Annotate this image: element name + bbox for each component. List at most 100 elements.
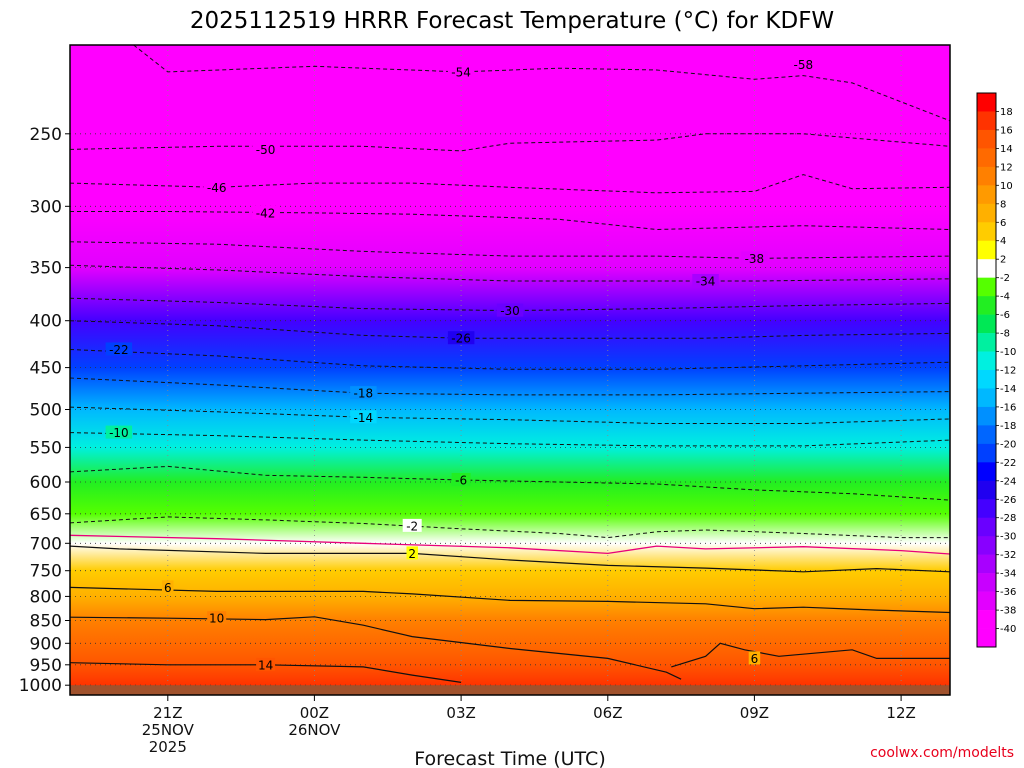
colorbar-label: -10 bbox=[1000, 347, 1016, 358]
colorbar-swatch bbox=[977, 351, 996, 371]
temperature-field bbox=[70, 45, 950, 695]
contour-label: 2 bbox=[408, 547, 416, 561]
colorbar: 18 16 14 12 10 8 6 4 2 -2 -4 -6 -8 -10 -12 -14 -16 -18 -20… bbox=[976, 92, 1016, 648]
contour-label: -30 bbox=[500, 304, 520, 318]
colorbar-swatch bbox=[977, 166, 996, 186]
colorbar-label: -40 bbox=[1000, 624, 1016, 635]
colorbar-swatch bbox=[977, 388, 996, 408]
colorbar-label: -20 bbox=[1000, 439, 1016, 450]
x-tick-label: 03Z bbox=[446, 704, 475, 722]
contour-label-bg bbox=[350, 410, 377, 424]
contour-label: -34 bbox=[696, 275, 716, 289]
credit-text: coolwx.com/modelts bbox=[870, 745, 1014, 761]
x-tick-label: 26NOV bbox=[288, 721, 341, 739]
colorbar-swatch bbox=[977, 517, 996, 537]
contour-label: -10 bbox=[109, 426, 129, 440]
contour-label-bg bbox=[105, 342, 133, 356]
colorbar-label: 2 bbox=[1000, 255, 1006, 266]
contour-line bbox=[70, 174, 950, 194]
colorbar-swatch bbox=[977, 129, 996, 149]
contour-line bbox=[70, 534, 950, 555]
y-tick-label: 700 bbox=[30, 534, 62, 554]
contour-line bbox=[70, 320, 950, 339]
contour-label-bg bbox=[447, 331, 475, 345]
colorbar-label: -16 bbox=[1000, 402, 1016, 413]
colorbar-swatch bbox=[977, 314, 996, 334]
colorbar-swatch bbox=[977, 591, 996, 611]
y-tick-label: 650 bbox=[30, 505, 62, 525]
contour-label-bg bbox=[447, 64, 475, 78]
colorbar-swatch bbox=[977, 573, 996, 592]
contour-label: 10 bbox=[209, 612, 224, 626]
colorbar-swatch bbox=[977, 462, 996, 482]
colorbar-swatch bbox=[977, 554, 996, 574]
y-tick-label: 250 bbox=[30, 125, 62, 145]
contour-label: -38 bbox=[745, 252, 765, 266]
colorbar-swatch bbox=[977, 536, 996, 555]
contour-label: -26 bbox=[451, 332, 471, 346]
contour-lines: -58-54-50-46-42-38-34-30-26-22-18-14-10-… bbox=[70, 45, 950, 683]
colorbar-label: -24 bbox=[1000, 476, 1016, 487]
contour-line bbox=[70, 586, 950, 614]
contour-label-bg bbox=[203, 180, 230, 194]
colorbar-label: -4 bbox=[1000, 292, 1010, 303]
colorbar-swatch bbox=[977, 333, 996, 352]
x-tick-label: 21Z bbox=[153, 704, 182, 722]
contour-label-bg bbox=[252, 205, 279, 219]
colorbar-label: -36 bbox=[1000, 587, 1016, 598]
colorbar-swatch bbox=[977, 259, 996, 278]
x-tick-label: 09Z bbox=[740, 704, 769, 722]
contour-label-bg bbox=[350, 386, 377, 400]
contour-label: -54 bbox=[451, 65, 471, 79]
y-axis: 2503003504004505005506006507007508008509… bbox=[19, 125, 70, 696]
contour-line bbox=[671, 642, 950, 668]
colorbar-swatch bbox=[977, 425, 996, 445]
colorbar-swatch bbox=[977, 480, 996, 500]
colorbar-label: -6 bbox=[1000, 310, 1010, 321]
contour-label: -6 bbox=[455, 474, 467, 488]
colorbar-swatch bbox=[977, 610, 996, 629]
contour-label-bg bbox=[748, 651, 761, 665]
colorbar-label: -26 bbox=[1000, 495, 1016, 506]
colorbar-swatch bbox=[977, 499, 996, 519]
colorbar-swatch bbox=[977, 277, 996, 297]
colorbar-label: 6 bbox=[1000, 218, 1006, 229]
colorbar-swatch bbox=[977, 406, 996, 426]
colorbar-label: 14 bbox=[1000, 144, 1013, 155]
contour-label-bg bbox=[207, 611, 227, 625]
contour-label-bg bbox=[790, 57, 817, 71]
y-tick-label: 600 bbox=[30, 473, 62, 493]
colorbar-label: 16 bbox=[1000, 125, 1013, 136]
x-tick-label: 25NOV bbox=[142, 721, 195, 739]
y-tick-label: 300 bbox=[30, 197, 62, 217]
contour-line bbox=[70, 662, 462, 683]
colorbar-swatch bbox=[977, 185, 996, 205]
y-tick-label: 950 bbox=[30, 656, 62, 676]
contour-label: -58 bbox=[793, 58, 813, 72]
contour-line bbox=[70, 545, 950, 573]
contour-label-bg bbox=[162, 580, 174, 594]
x-axis-label: Forecast Time (UTC) bbox=[414, 748, 605, 768]
contour-line bbox=[70, 133, 950, 152]
y-tick-label: 900 bbox=[30, 634, 62, 654]
y-tick-label: 400 bbox=[30, 312, 62, 332]
colorbar-label: -28 bbox=[1000, 513, 1016, 524]
colorbar-swatch bbox=[977, 443, 996, 463]
contour-label: -42 bbox=[256, 206, 276, 220]
colorbar-swatch bbox=[977, 296, 996, 315]
colorbar-swatch bbox=[977, 370, 996, 389]
contour-line bbox=[70, 211, 950, 231]
contour-label-bg bbox=[402, 518, 422, 532]
colorbar-label: -2 bbox=[1000, 273, 1010, 284]
contour-label: 14 bbox=[258, 658, 273, 672]
y-tick-label: 500 bbox=[30, 401, 62, 421]
colorbar-label: 10 bbox=[1000, 181, 1013, 192]
colorbar-label: -8 bbox=[1000, 329, 1010, 340]
y-tick-label: 350 bbox=[30, 259, 62, 279]
contour-label-bg bbox=[451, 473, 471, 486]
colorbar-swatch bbox=[977, 111, 996, 131]
y-tick-label: 450 bbox=[30, 359, 62, 379]
colorbar-label: -38 bbox=[1000, 606, 1016, 617]
